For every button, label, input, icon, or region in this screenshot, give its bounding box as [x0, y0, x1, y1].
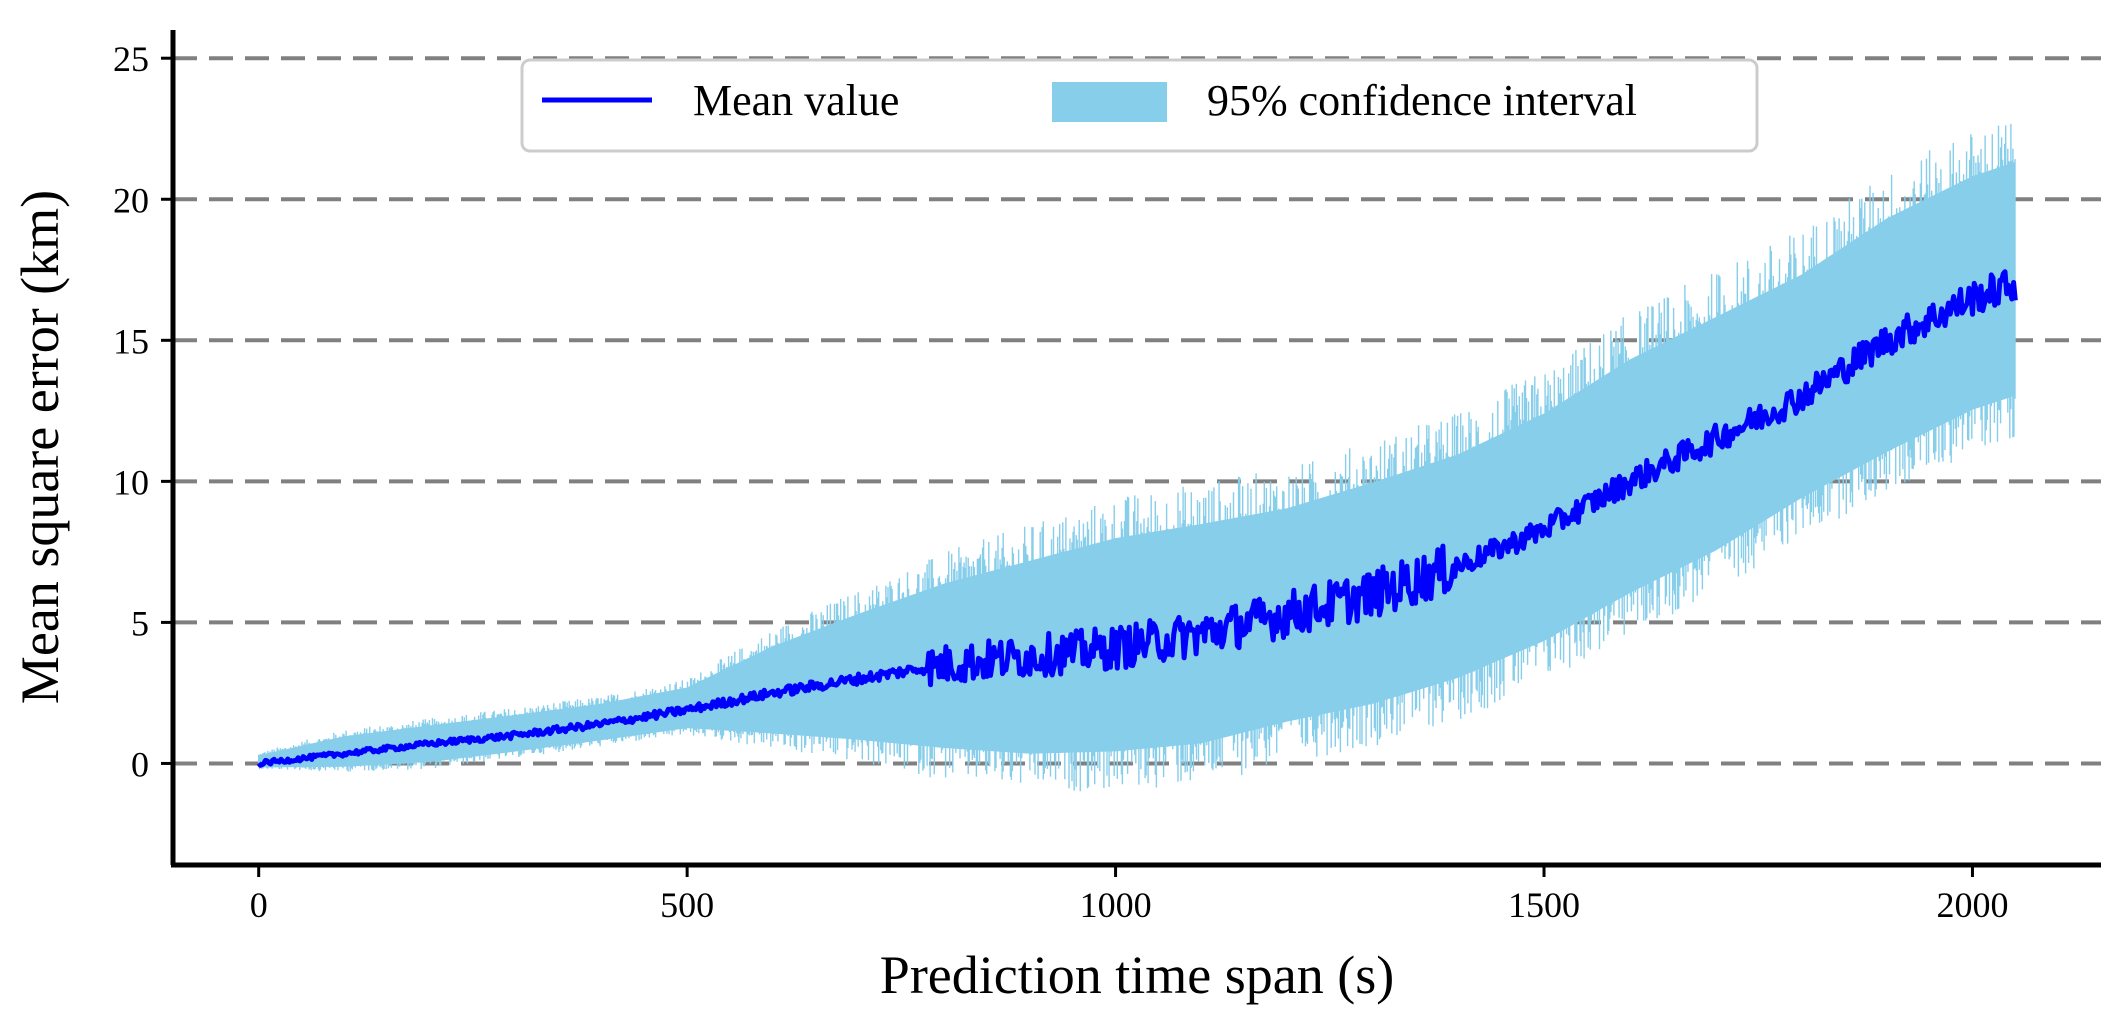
confidence-band-layer [258, 123, 2016, 792]
y-tick-label-5: 5 [131, 603, 149, 643]
y-tick-label-15: 15 [113, 321, 149, 361]
confidence-band-spikes [258, 123, 2016, 792]
x-axis-label: Prediction time span (s) [880, 945, 1394, 1005]
legend-mean-label: Mean value [693, 76, 899, 125]
legend-ci-label: 95% confidence interval [1207, 76, 1637, 125]
y-tick-label-25: 25 [113, 39, 149, 79]
x-tick-label-2000: 2000 [1936, 885, 2008, 925]
mean-value-line [256, 269, 2018, 768]
x-tick-label-1000: 1000 [1080, 885, 1152, 925]
x-tick-label-0: 0 [250, 885, 268, 925]
y-ticks: 0 5 10 15 20 25 [113, 39, 173, 784]
y-tick-label-0: 0 [131, 744, 149, 784]
y-tick-label-10: 10 [113, 462, 149, 502]
x-ticks: 0 500 1000 1500 2000 [250, 865, 2008, 925]
mean-line-layer [256, 269, 2018, 768]
x-tick-label-500: 500 [660, 885, 714, 925]
legend-ci-patch-icon [1052, 82, 1167, 122]
x-tick-label-1500: 1500 [1508, 885, 1580, 925]
y-tick-label-20: 20 [113, 180, 149, 220]
y-axis-label: Mean square error (km) [10, 190, 70, 704]
legend: Mean value 95% confidence interval [520, 58, 1759, 153]
